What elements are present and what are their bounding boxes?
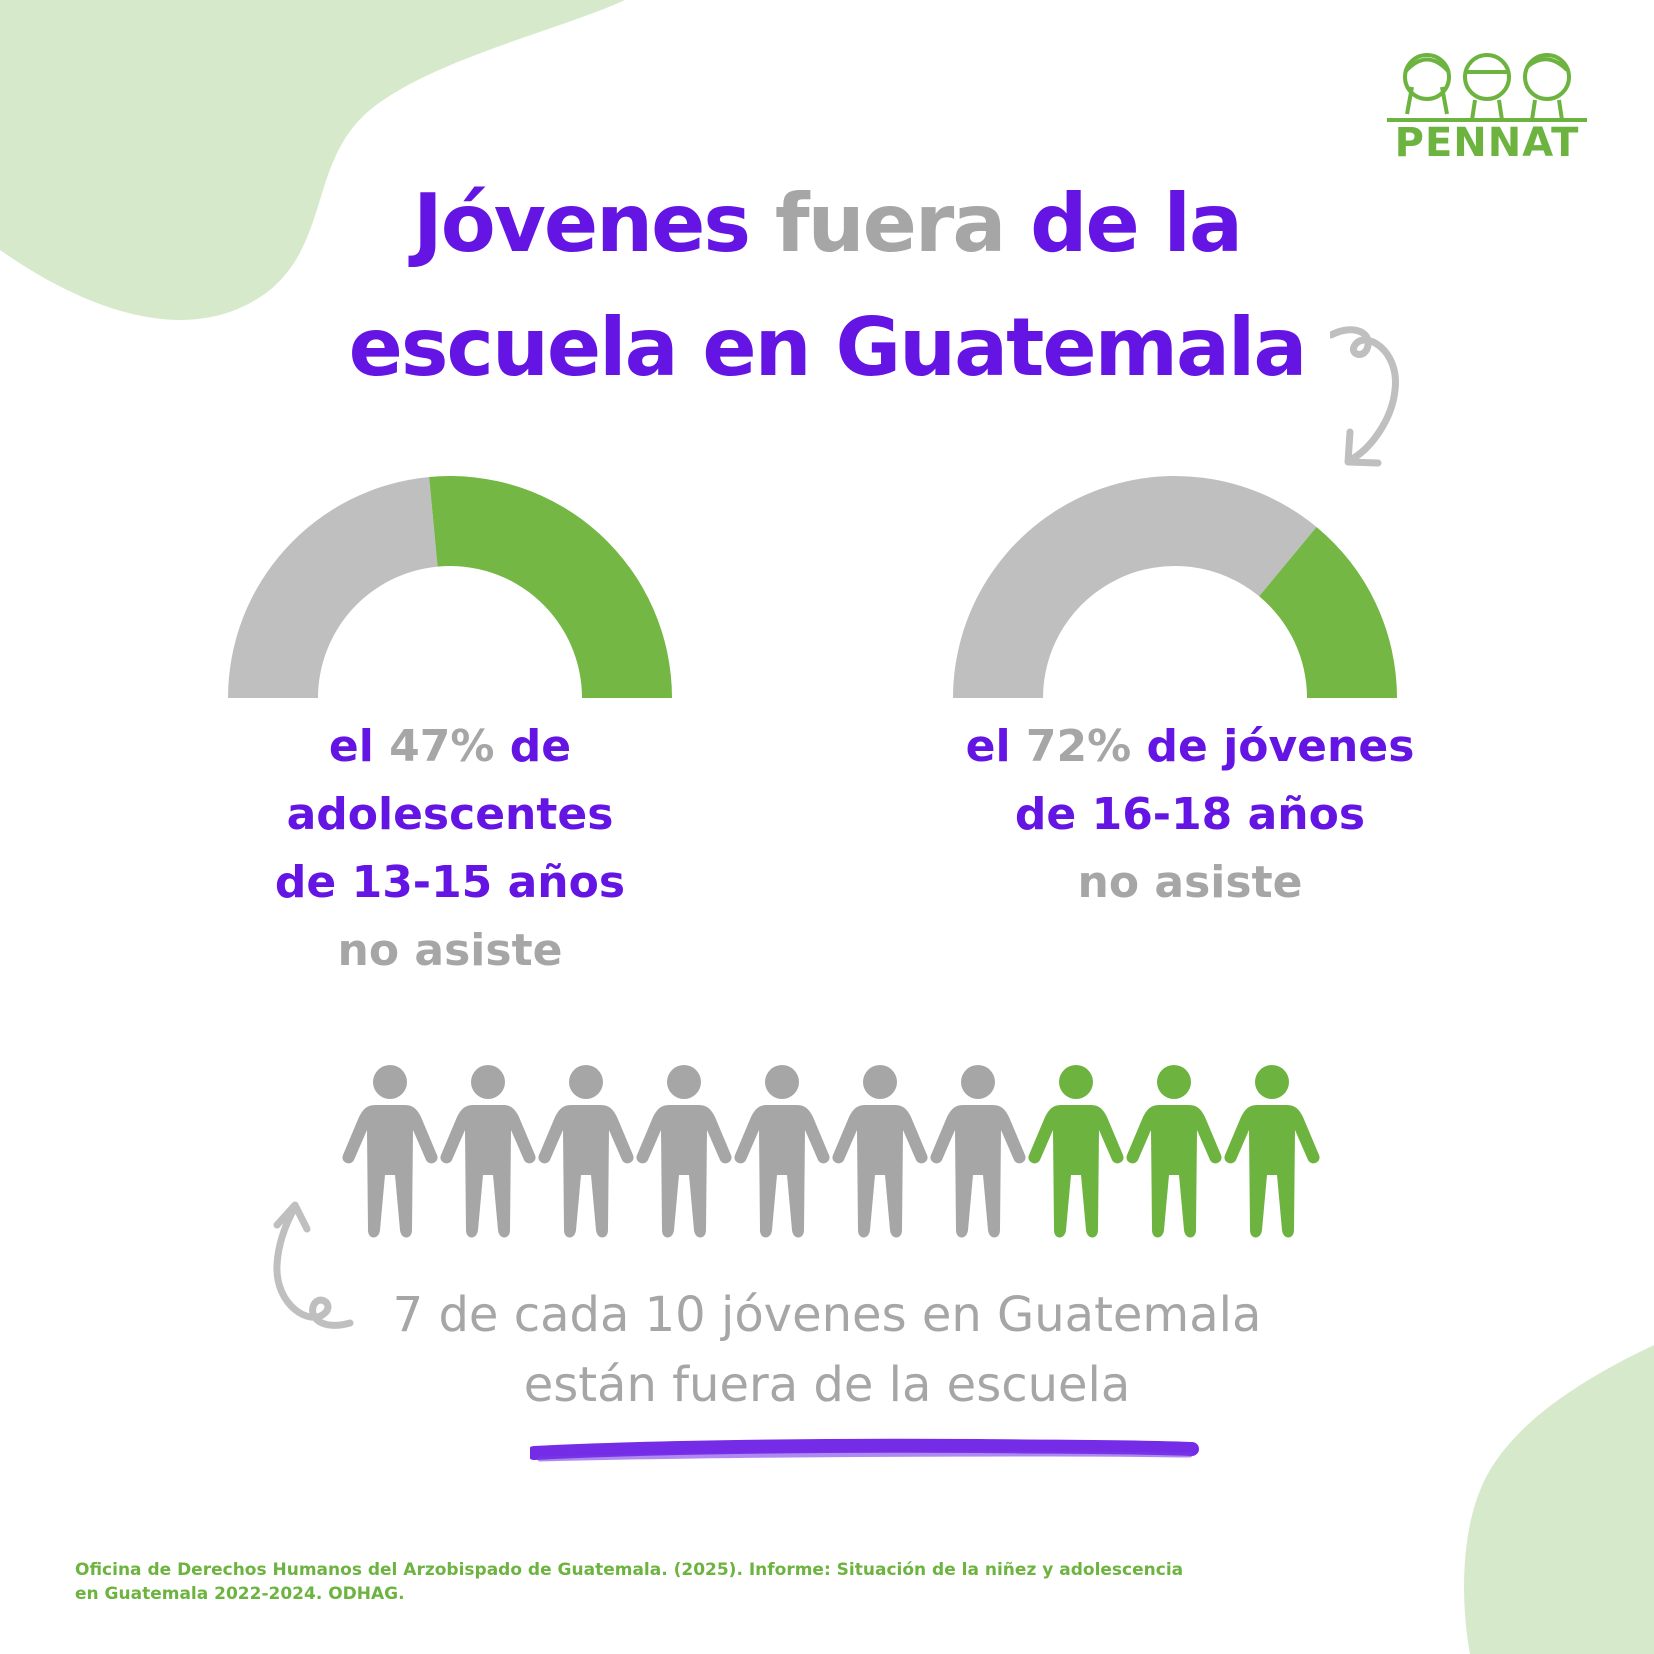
title-line2: escuela en Guatemala [348,301,1308,394]
person-icon-gray [930,1065,1026,1238]
stat-left-line4: no asiste [337,925,563,976]
stat-right-line2: de 16-18 años [1014,789,1366,840]
curly-arrow-down-icon [1330,326,1399,467]
gauge-right-track [953,476,1317,698]
stat-right-pct: 72% [1025,721,1132,772]
stat-right-line3: no asiste [1077,857,1303,908]
person-icon-gray [342,1065,438,1238]
title-part2: fuera [774,177,1006,270]
person-icon-gray [832,1065,928,1238]
decorative-underline [530,1438,1199,1462]
gauge-left-fill [429,476,672,698]
stat-left-prefix: el [328,721,374,772]
person-icon-gray [538,1065,634,1238]
title-part3: de la [1030,177,1243,270]
source-citation: Oficina de Derechos Humanos del Arzobisp… [75,1558,1275,1606]
person-icon-green [1224,1065,1320,1238]
bottom-right-blob [1464,1345,1654,1654]
gauge-chart-right [953,476,1397,698]
stat-right-prefix: el [965,721,1011,772]
person-icon-green [1126,1065,1222,1238]
stat-left-suffix: de [509,721,572,772]
caption-line1: 7 de cada 10 jóvenes en Guatemala [392,1287,1262,1343]
person-icon-gray [636,1065,732,1238]
gauge-right-fill [1259,526,1397,698]
stat-right-suffix: de jóvenes [1146,721,1415,772]
stat-left-line3: de 13-15 años [274,857,626,908]
stat-left: el 47% de adolescentes de 13-15 años no … [200,713,700,985]
gauge-left-track [228,476,438,698]
caption-line2: están fuera de la escuela [523,1357,1131,1413]
source-line2: en Guatemala 2022-2024. ODHAG. [75,1584,405,1604]
pictogram-caption: 7 de cada 10 jóvenes en Guatemala están … [300,1280,1354,1420]
gauge-chart-left [228,476,672,698]
stat-right: el 72% de jóvenes de 16-18 años no asist… [900,713,1480,917]
page-title: Jóvenes fuera de la escuela en Guatemala [200,162,1454,410]
person-icon-gray [440,1065,536,1238]
person-icon-gray [734,1065,830,1238]
three-children-faces-icon [1387,53,1587,122]
stat-left-pct: 47% [389,721,495,772]
curly-arrow-up-icon [273,1201,354,1329]
pennat-logo: PENNAT [1387,42,1587,166]
title-part1: Jóvenes [413,177,751,270]
stat-left-line2: adolescentes [286,789,614,840]
logo-text: PENNAT [1394,120,1580,166]
source-line1: Oficina de Derechos Humanos del Arzobisp… [75,1560,1184,1580]
top-left-blob [0,0,625,320]
person-icon-green [1028,1065,1124,1238]
pictogram-people [342,1065,1320,1238]
